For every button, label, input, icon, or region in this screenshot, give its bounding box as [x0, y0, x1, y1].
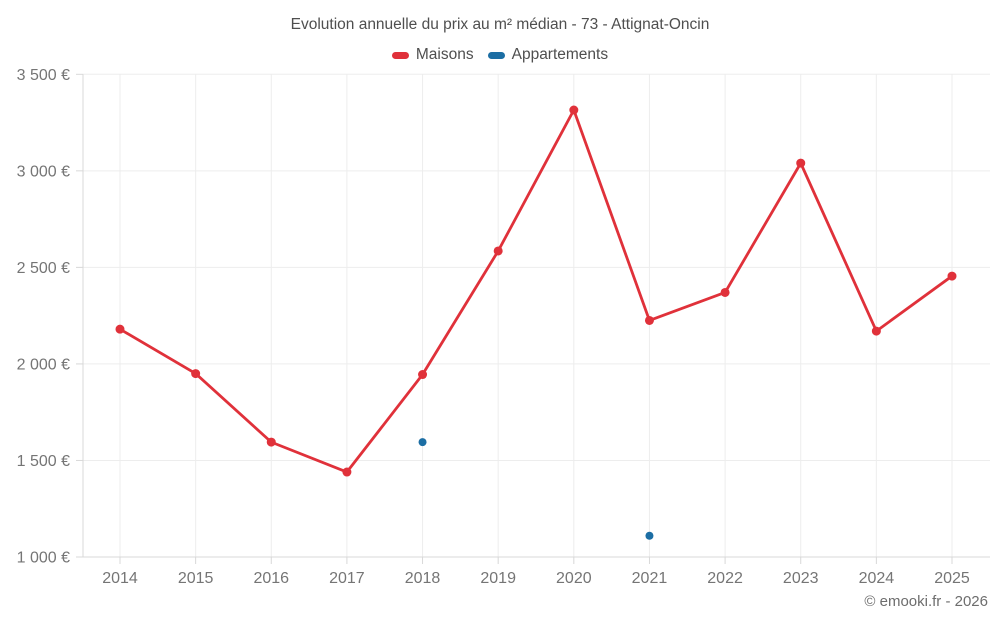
maisons-point-2025 [947, 271, 957, 281]
legend-item-appartements[interactable]: Appartements [487, 46, 609, 64]
y-axis-label: 1 500 € [17, 453, 70, 470]
appartements-point-2018 [418, 438, 427, 447]
maisons-point-2019 [493, 246, 503, 256]
maisons-point-2021 [644, 315, 654, 325]
y-axis-label: 3 000 € [17, 163, 70, 180]
y-axis-label: 2 500 € [17, 260, 70, 277]
maisons-point-2022 [720, 287, 730, 297]
legend-label-maisons: Maisons [415, 46, 474, 63]
maisons-point-2016 [266, 437, 276, 447]
x-axis-label: 2018 [405, 570, 441, 587]
x-axis-label: 2015 [178, 570, 214, 587]
x-axis-label: 2020 [556, 570, 592, 587]
y-axis-label: 2 000 € [17, 356, 70, 373]
x-axis-label: 2025 [934, 570, 970, 587]
x-axis-label: 2019 [480, 570, 516, 587]
maisons-line [118, 108, 954, 474]
x-axis-label: 2017 [329, 570, 365, 587]
legend-label-appartements: Appartements [511, 46, 609, 63]
x-axis-label: 2024 [859, 570, 895, 587]
attribution-text: © emooki.fr - 2026 [864, 593, 988, 610]
y-axis-label: 1 000 € [17, 550, 70, 567]
legend-swatch-appartements [487, 51, 505, 59]
maisons-point-2020 [569, 105, 579, 115]
x-axis-label: 2016 [253, 570, 289, 587]
x-axis-label: 2021 [632, 570, 668, 587]
maisons-point-2023 [796, 158, 806, 168]
appartements-point-2021 [645, 531, 654, 540]
chart-title: Evolution annuelle du prix au m² médian … [290, 16, 710, 33]
maisons-point-2014 [115, 324, 125, 334]
y-axis-label: 3 500 € [17, 67, 70, 84]
legend-swatch-maisons [391, 51, 409, 59]
x-axis-label: 2023 [783, 570, 819, 587]
maisons-point-2024 [871, 326, 881, 336]
x-axis-label: 2014 [102, 570, 138, 587]
x-axis-label: 2022 [707, 570, 743, 587]
legend-item-maisons[interactable]: Maisons [391, 46, 474, 64]
maisons-point-2018 [418, 370, 428, 380]
maisons-point-2017 [342, 467, 352, 477]
chart-legend: Maisons Appartements [0, 46, 1000, 64]
maisons-point-2015 [191, 369, 201, 379]
